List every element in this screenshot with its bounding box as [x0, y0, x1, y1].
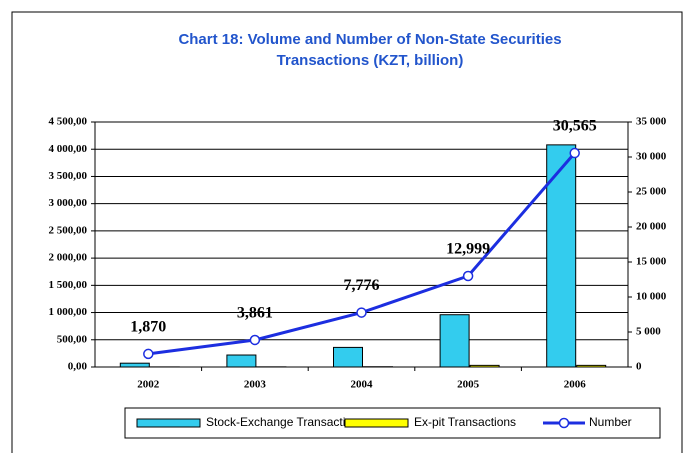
legend-label: Ex-pit Transactions — [414, 415, 516, 429]
y2-tick-label: 5 000 — [636, 326, 661, 338]
chart-subtitle: Transactions (KZT, billion) — [277, 52, 464, 69]
data-label: 3,861 — [237, 305, 273, 322]
x-tick-label: 2003 — [244, 379, 267, 391]
y-tick-label: 1 000,00 — [49, 306, 88, 318]
x-tick-label: 2002 — [137, 379, 160, 391]
y-tick-label: 4 000,00 — [49, 143, 88, 155]
data-label: 12,999 — [446, 241, 490, 258]
line-point — [143, 348, 154, 360]
bar — [333, 346, 363, 368]
y-tick-label: 0,00 — [68, 361, 88, 373]
y-tick-label: 2 500,00 — [49, 224, 88, 236]
legend-marker — [558, 417, 570, 429]
bar — [439, 314, 470, 368]
y2-tick-label: 0 — [636, 361, 642, 373]
bar — [119, 362, 150, 368]
y-tick-label: 1 500,00 — [49, 279, 88, 291]
data-label: 30,565 — [553, 118, 597, 135]
bar — [576, 364, 607, 368]
y2-tick-label: 20 000 — [636, 221, 667, 233]
y2-tick-label: 10 000 — [636, 291, 667, 303]
data-label: 7,776 — [344, 277, 380, 294]
legend-swatch — [136, 418, 201, 428]
line-point — [569, 147, 580, 159]
y2-tick-label: 30 000 — [636, 151, 667, 163]
legend-label: Number — [589, 415, 632, 429]
data-label: 1,870 — [130, 319, 166, 336]
line-point — [356, 307, 367, 318]
line-point — [249, 334, 261, 346]
x-tick-label: 2004 — [351, 379, 374, 391]
y-tick-label: 3 500,00 — [49, 170, 88, 182]
bar — [469, 364, 500, 368]
y-tick-label: 500,00 — [57, 333, 88, 345]
y2-tick-label: 15 000 — [636, 256, 667, 268]
y-tick-label: 2 000,00 — [49, 252, 88, 264]
y2-tick-label: 25 000 — [636, 186, 667, 198]
y2-tick-label: 35 000 — [636, 116, 667, 128]
y-tick-label: 4 500,00 — [49, 116, 88, 128]
x-tick-label: 2005 — [457, 379, 480, 391]
legend-swatch — [344, 418, 409, 428]
y-tick-label: 3 000,00 — [49, 197, 88, 209]
chart-title: Chart 18: Volume and Number of Non-State… — [178, 31, 561, 48]
x-tick-label: 2006 — [564, 379, 587, 391]
legend-label: Stock-Exchange Transactions — [206, 415, 365, 429]
line-point — [462, 270, 474, 282]
bar — [226, 354, 257, 368]
